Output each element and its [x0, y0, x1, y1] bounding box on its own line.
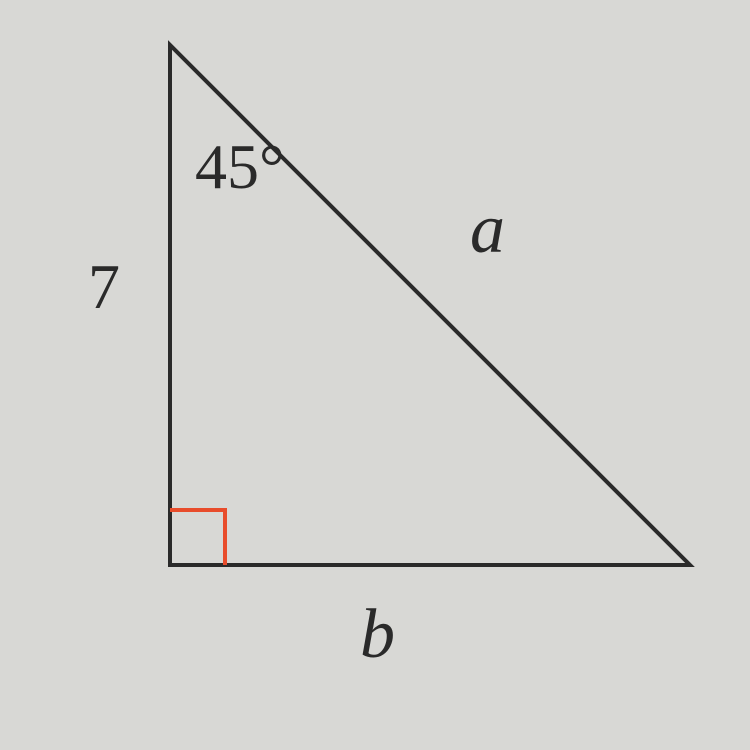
triangle-path [170, 45, 690, 565]
horizontal-side-label: b [360, 595, 395, 675]
triangle-diagram: 7 45° a b [0, 0, 750, 750]
hypotenuse-label: a [470, 190, 505, 270]
right-angle-marker [170, 510, 225, 565]
top-angle-label: 45° [195, 130, 285, 204]
vertical-side-label: 7 [88, 250, 120, 324]
